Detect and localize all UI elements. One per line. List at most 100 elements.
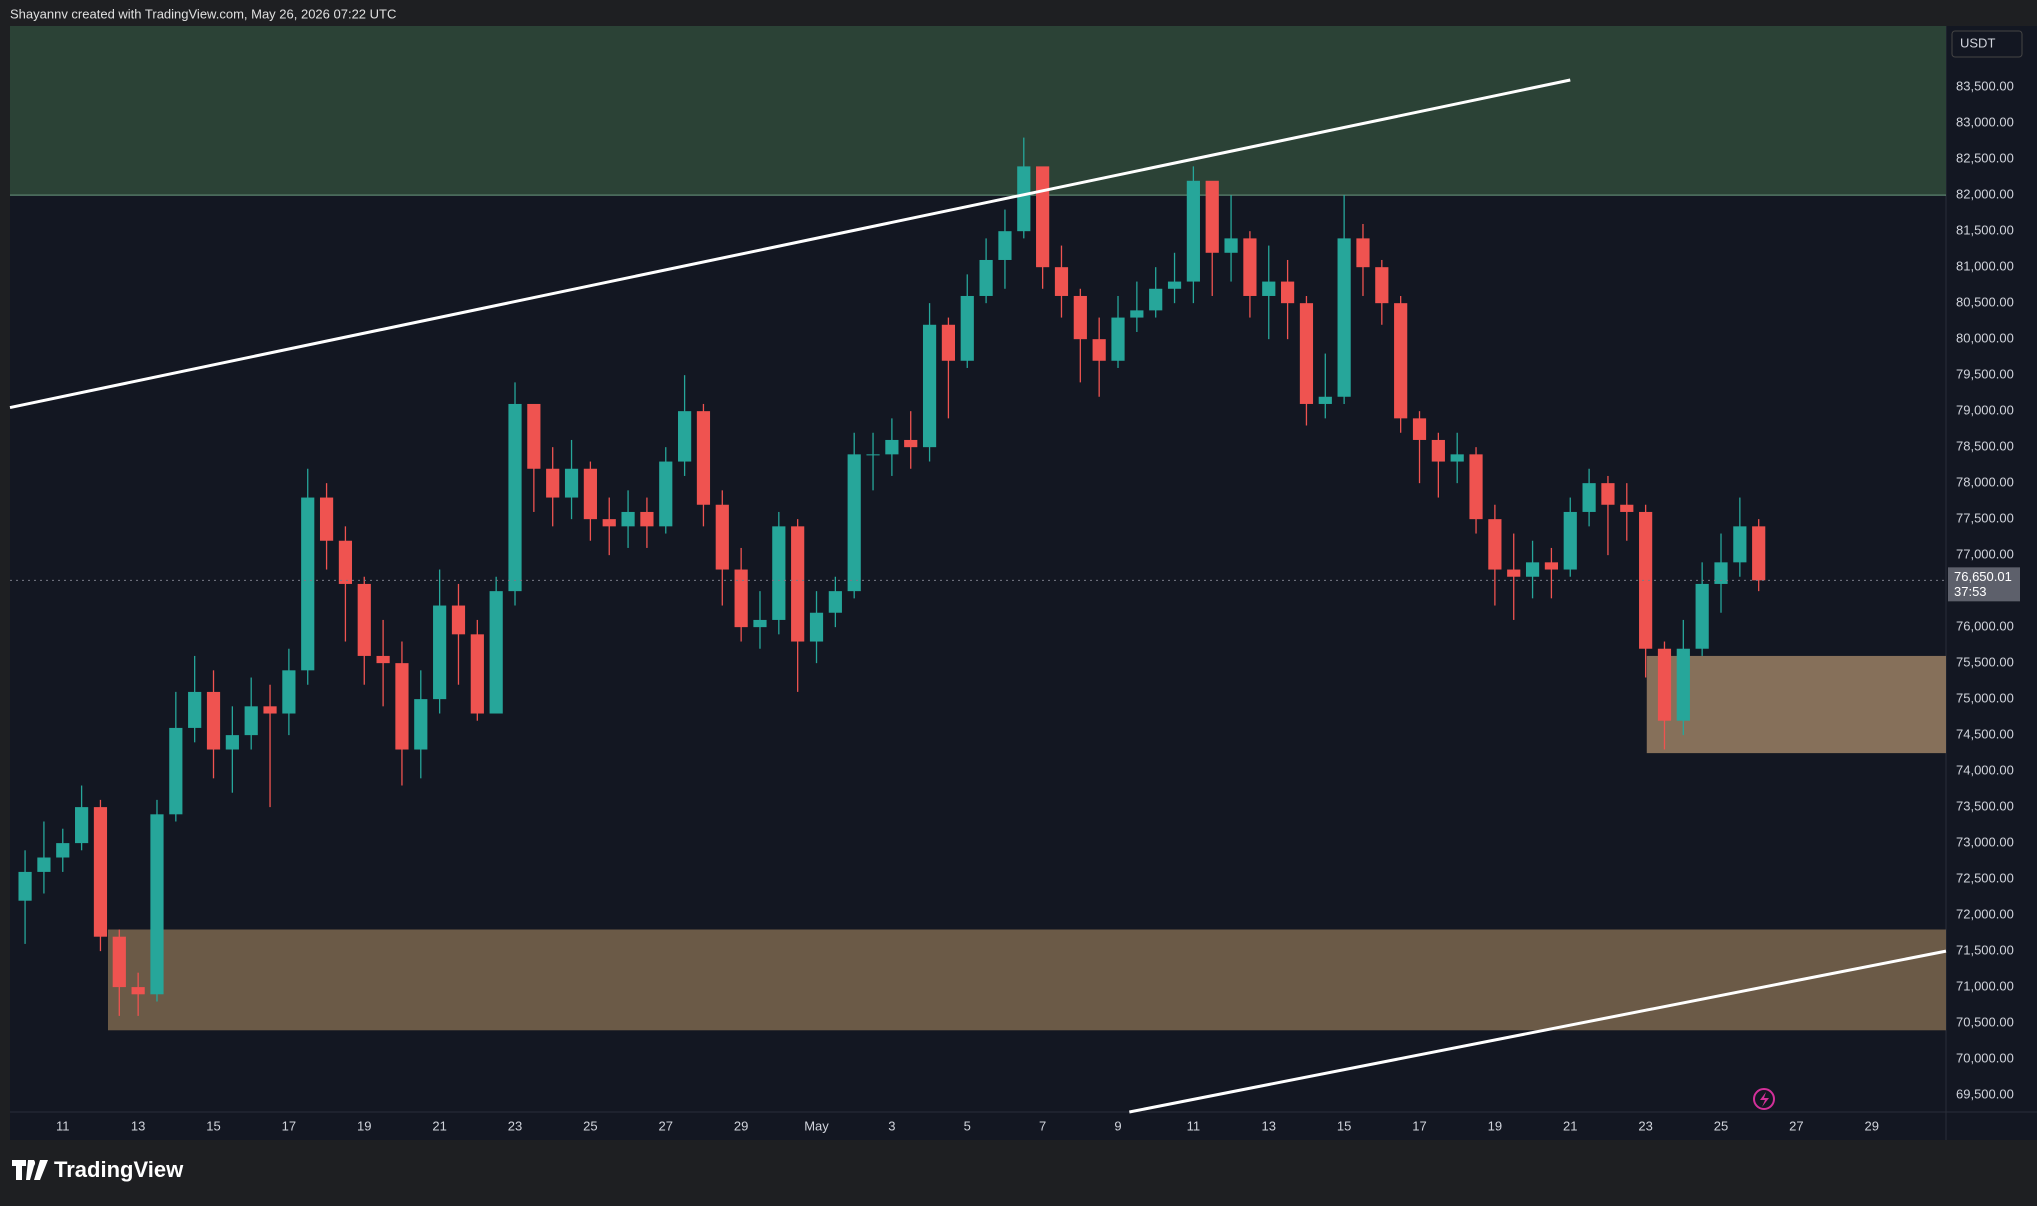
alert-icon-bolt <box>1760 1092 1769 1107</box>
candle-body <box>1620 504 1634 512</box>
y-tick-label: 77,000.00 <box>1956 547 2014 562</box>
candle-body <box>1488 519 1502 570</box>
candle-body <box>508 403 522 592</box>
y-tick-label: 76,000.00 <box>1956 619 2014 634</box>
candle-body <box>753 619 767 628</box>
candle-body <box>1130 310 1144 318</box>
candle-body <box>791 526 805 642</box>
candle-body <box>1412 418 1427 440</box>
candle-body <box>1073 295 1087 340</box>
candle-body <box>1507 569 1521 577</box>
y-tick-label: 72,000.00 <box>1956 907 2014 922</box>
candle-body <box>56 843 70 858</box>
candle-body <box>1167 281 1182 289</box>
candle-body <box>1695 583 1709 649</box>
header: Shayannv created with TradingView.com, M… <box>10 6 396 21</box>
candle-body <box>150 814 164 995</box>
candle-body <box>244 706 258 736</box>
candle-body <box>621 511 635 527</box>
candle-body <box>1431 439 1445 462</box>
supply-zone <box>10 26 1946 196</box>
x-tick-label: 29 <box>734 1118 748 1133</box>
candle-body <box>1111 317 1125 361</box>
x-tick-label: 21 <box>1563 1118 1577 1133</box>
candle-body <box>527 403 541 469</box>
candle-body <box>1205 180 1219 253</box>
candle-body <box>979 259 993 296</box>
candle-body <box>1337 238 1351 397</box>
candle-body <box>1450 454 1464 462</box>
candle-body <box>885 439 899 455</box>
y-tick-label: 83,000.00 <box>1956 115 2014 130</box>
y-tick-label: 70,500.00 <box>1956 1015 2014 1030</box>
x-tick-label: 19 <box>1488 1118 1502 1133</box>
candle-body <box>1714 562 1728 584</box>
x-tick-label: 23 <box>1638 1118 1652 1133</box>
x-tick-label: 15 <box>206 1118 220 1133</box>
candle-body <box>1036 166 1050 268</box>
last-price-label: 76,650.01 <box>1954 569 2012 584</box>
candle-body <box>734 569 748 628</box>
candle-body <box>18 871 32 901</box>
candle-body <box>904 439 918 448</box>
x-tick-label: 21 <box>432 1118 446 1133</box>
candle-body <box>357 583 371 656</box>
candle-body <box>998 231 1012 260</box>
x-tick-label: 15 <box>1337 1118 1351 1133</box>
countdown: 37:53 <box>1954 584 1987 599</box>
candle-body <box>319 497 334 541</box>
y-tick-label: 77,500.00 <box>1956 511 2014 526</box>
candle-body <box>922 324 937 448</box>
x-tick-label: 25 <box>1714 1118 1728 1133</box>
candle-body <box>1149 288 1163 311</box>
candle-body <box>1186 180 1200 282</box>
y-tick-label: 78,500.00 <box>1956 439 2014 454</box>
candle-body <box>188 691 202 728</box>
candle-body <box>1394 303 1408 419</box>
y-tick-label: 82,000.00 <box>1956 187 2014 202</box>
candle-body <box>1054 267 1069 296</box>
x-tick-label: May <box>804 1118 829 1133</box>
candle-body <box>640 511 654 527</box>
candle-body <box>659 461 673 527</box>
x-tick-label: 19 <box>357 1118 371 1133</box>
candle-body <box>696 411 711 505</box>
x-tick-label: 23 <box>508 1118 522 1133</box>
y-tick-label: 73,500.00 <box>1956 799 2014 814</box>
x-tick-label: 11 <box>1187 1118 1201 1133</box>
candle-body <box>1563 511 1577 570</box>
candle-body <box>715 504 729 570</box>
candle-body <box>301 497 315 671</box>
trendline <box>9 78 1571 410</box>
y-tick-label: 71,000.00 <box>1956 979 2014 994</box>
candle-body <box>1092 339 1106 361</box>
y-tick-label: 75,500.00 <box>1956 655 2014 670</box>
candle-body <box>941 324 956 361</box>
candle-body <box>602 519 616 527</box>
last-price-box <box>1948 567 2020 602</box>
x-tick-label: 7 <box>1039 1118 1046 1133</box>
candle-body <box>772 526 786 620</box>
candle-body <box>1676 648 1690 721</box>
candle-body <box>1752 526 1766 581</box>
candle-body <box>414 699 428 750</box>
y-tick-label: 78,000.00 <box>1956 475 2014 490</box>
x-tick-label: 29 <box>1865 1118 1879 1133</box>
candle-body <box>451 605 466 635</box>
brand: TradingView <box>54 1157 184 1182</box>
alert-icon[interactable] <box>1753 1088 1775 1110</box>
candle-body <box>112 936 126 988</box>
y-tick-label: 80,000.00 <box>1956 331 2014 346</box>
demand-zone <box>1646 655 1946 754</box>
x-tick-label: 25 <box>583 1118 597 1133</box>
candle-body <box>1525 562 1540 577</box>
y-tick-label: 70,000.00 <box>1956 1051 2014 1066</box>
y-tick-label: 81,500.00 <box>1956 223 2014 238</box>
x-tick-label: 11 <box>56 1118 70 1133</box>
y-tick-label: 75,000.00 <box>1956 691 2014 706</box>
demand-zone <box>107 929 1946 1031</box>
candle-body <box>678 411 692 462</box>
y-tick-label: 81,000.00 <box>1956 259 2014 274</box>
candle-body <box>1639 511 1653 649</box>
y-tick-label: 74,500.00 <box>1956 727 2014 742</box>
